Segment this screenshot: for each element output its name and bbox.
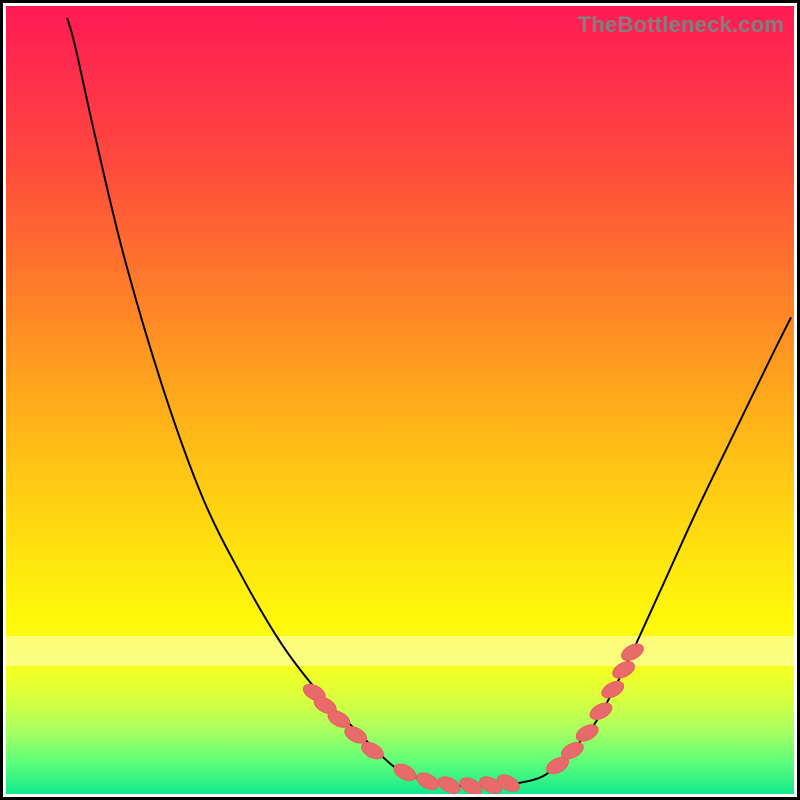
chart-frame: TheBottleneck.com (0, 0, 800, 800)
plot-area: TheBottleneck.com (6, 6, 794, 794)
gradient-background (6, 6, 794, 794)
watermark-text: TheBottleneck.com (578, 12, 784, 38)
highlight-band (6, 636, 794, 666)
